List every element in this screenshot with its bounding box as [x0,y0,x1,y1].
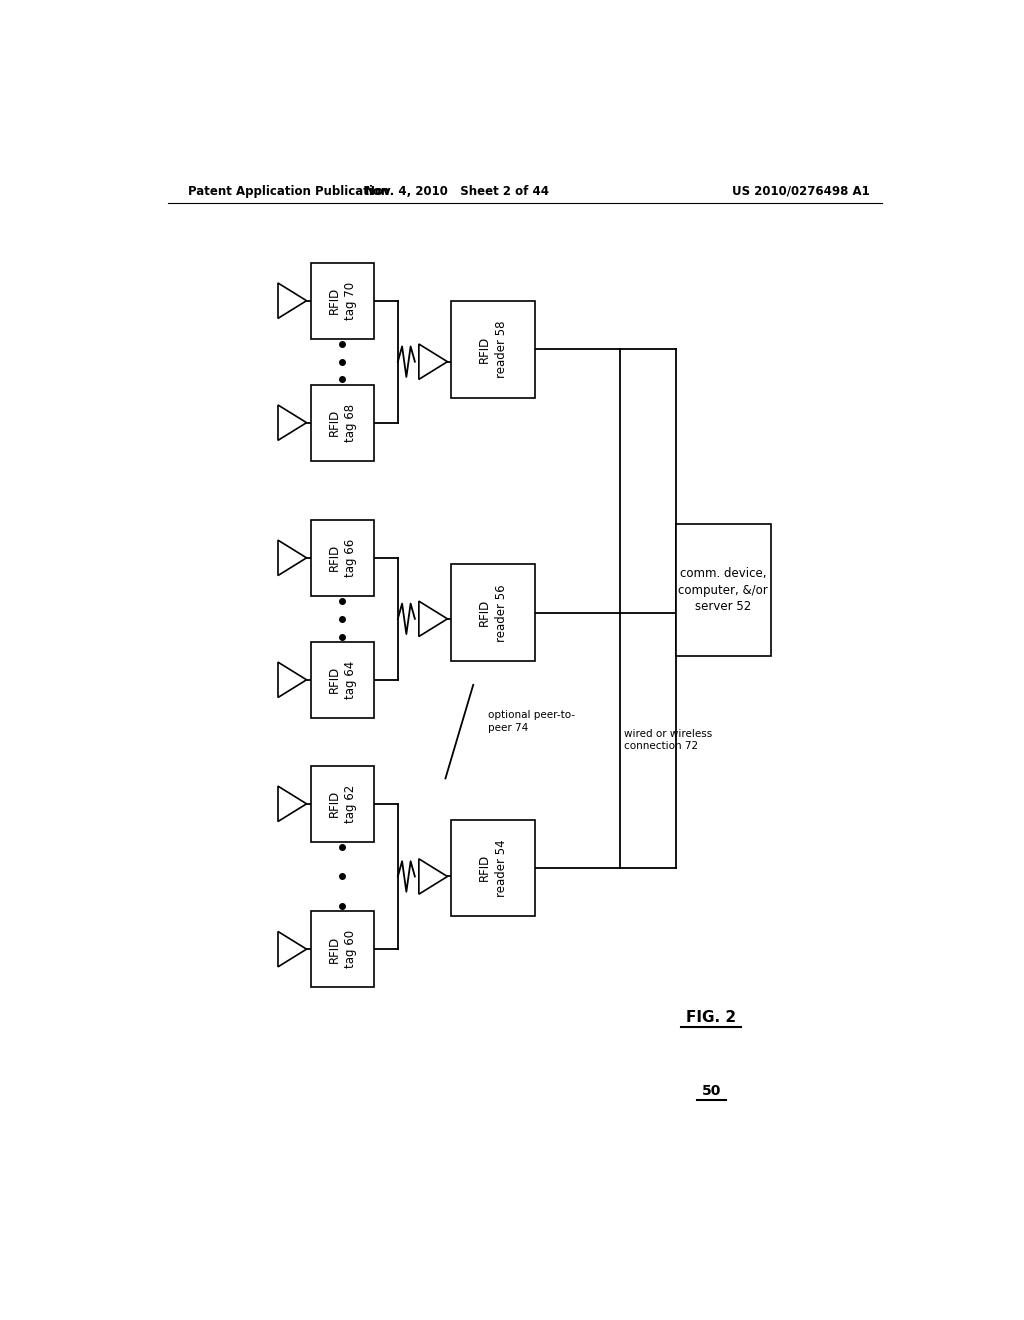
Bar [310,642,374,718]
Bar [310,766,374,842]
Text: RFID
reader 54: RFID reader 54 [478,840,508,896]
Bar [676,524,771,656]
Text: RFID
tag 70: RFID tag 70 [328,281,357,319]
Bar [452,565,535,661]
Text: wired or wireless
connection 72: wired or wireless connection 72 [624,729,713,751]
Text: Nov. 4, 2010   Sheet 2 of 44: Nov. 4, 2010 Sheet 2 of 44 [366,185,549,198]
Text: comm. device,
computer, &/or
server 52: comm. device, computer, &/or server 52 [678,568,768,614]
Text: US 2010/0276498 A1: US 2010/0276498 A1 [732,185,870,198]
Bar [452,301,535,397]
Text: RFID
tag 66: RFID tag 66 [328,539,357,577]
Text: FIG. 2: FIG. 2 [686,1010,736,1024]
Text: RFID
tag 68: RFID tag 68 [328,404,357,442]
Bar [310,384,374,461]
Text: RFID
tag 64: RFID tag 64 [328,661,357,698]
Bar [452,820,535,916]
Text: optional peer-to-
peer 74: optional peer-to- peer 74 [487,710,574,733]
Text: RFID
tag 62: RFID tag 62 [328,784,357,822]
Bar [310,911,374,987]
Text: RFID
reader 58: RFID reader 58 [478,321,508,379]
Bar [310,520,374,595]
Text: RFID
reader 56: RFID reader 56 [478,583,508,642]
Text: Patent Application Publication: Patent Application Publication [187,185,389,198]
Text: RFID
tag 60: RFID tag 60 [328,931,357,969]
Bar [310,263,374,339]
Text: 50: 50 [701,1085,721,1098]
